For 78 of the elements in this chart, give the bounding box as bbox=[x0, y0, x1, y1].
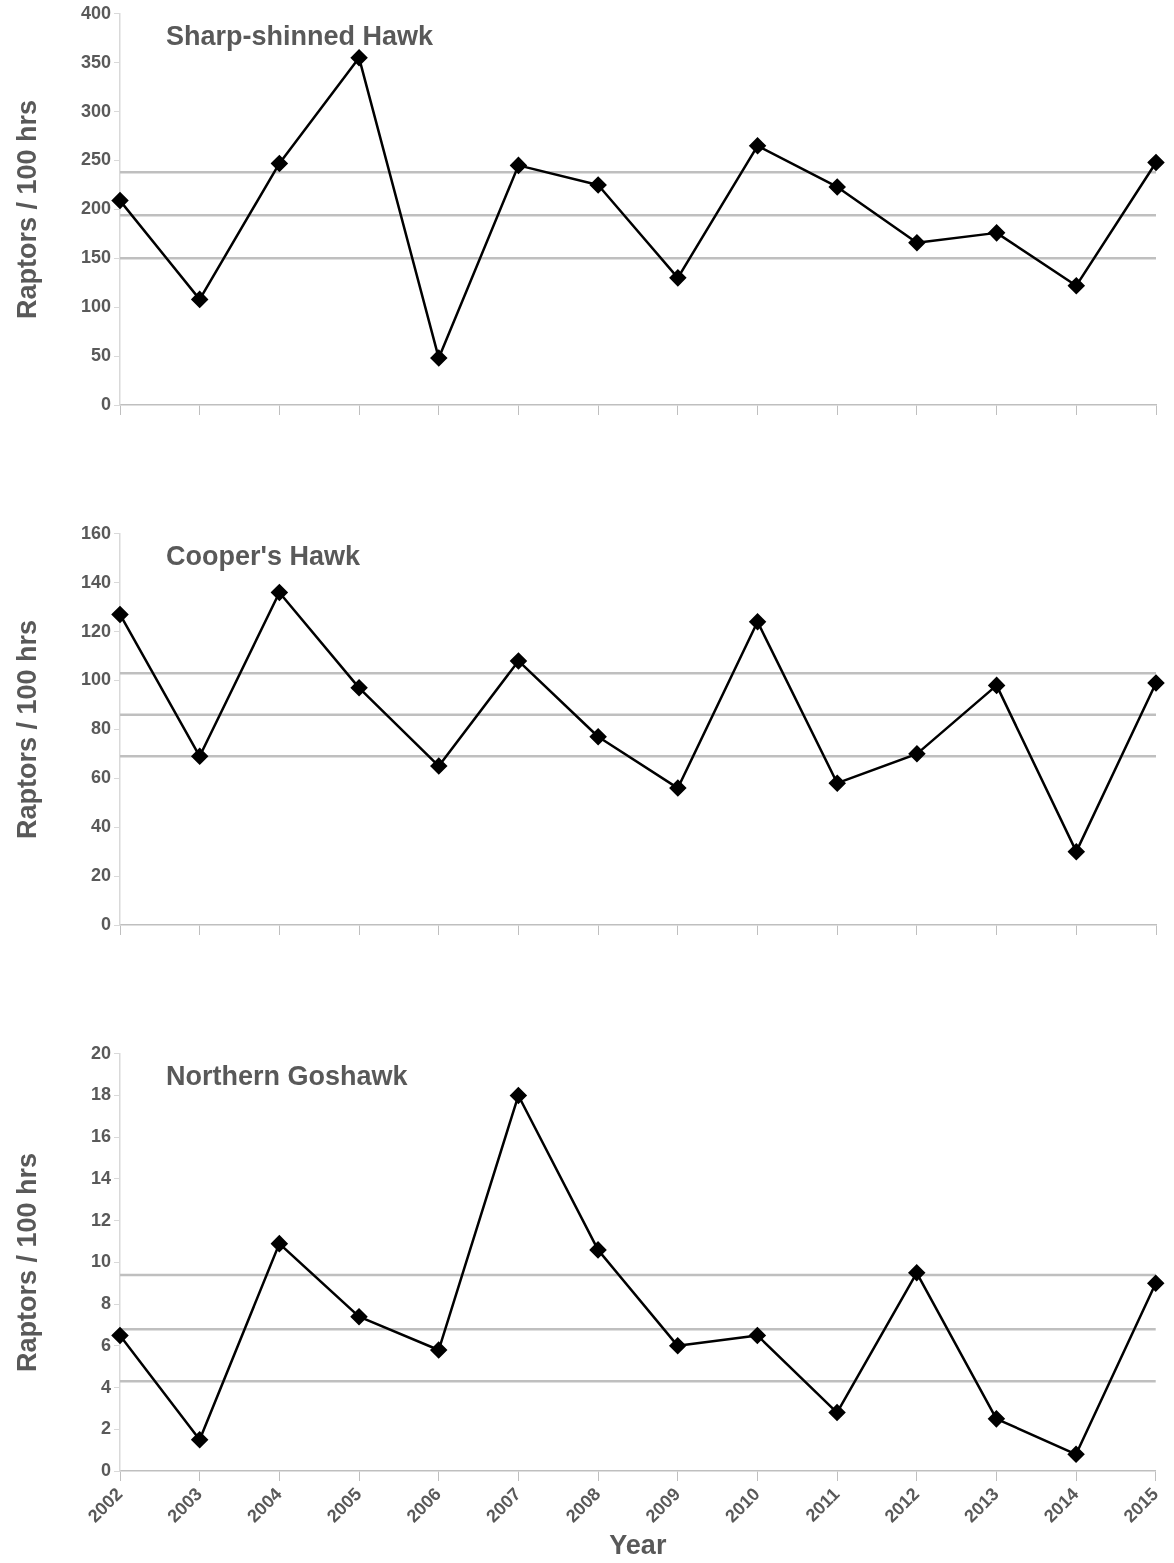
point bbox=[988, 677, 1005, 694]
y-tick-label: 150 bbox=[80, 247, 111, 268]
point bbox=[749, 137, 766, 155]
y-tick-label: 0 bbox=[100, 393, 111, 414]
point bbox=[510, 1087, 527, 1104]
y-tick-label: 4 bbox=[100, 1376, 111, 1397]
y-axis-title: Raptors / 100 hrs bbox=[11, 99, 42, 319]
point bbox=[510, 652, 527, 670]
point bbox=[1068, 277, 1085, 294]
y-tick-label: 120 bbox=[80, 620, 111, 641]
y-axis-title: Raptors / 100 hrs bbox=[11, 1152, 42, 1372]
point bbox=[191, 1431, 208, 1448]
chart-title: Northern Goshawk bbox=[166, 1060, 409, 1091]
point bbox=[510, 157, 527, 174]
x-axis-title: Year bbox=[609, 1530, 667, 1561]
point bbox=[828, 178, 846, 196]
point bbox=[669, 269, 687, 287]
point bbox=[271, 584, 288, 601]
chart-title: Cooper's Hawk bbox=[166, 540, 361, 571]
point bbox=[350, 1308, 368, 1325]
point bbox=[589, 176, 607, 194]
y-tick-label: 350 bbox=[80, 51, 111, 72]
y-tick-label: 18 bbox=[90, 1084, 111, 1105]
point bbox=[191, 291, 208, 308]
y-tick-label: 0 bbox=[100, 1459, 111, 1480]
y-tick-label: 20 bbox=[90, 865, 111, 886]
point bbox=[589, 728, 607, 745]
point bbox=[111, 1327, 129, 1344]
point bbox=[111, 606, 129, 623]
y-tick-label: 6 bbox=[100, 1334, 111, 1355]
point bbox=[430, 757, 448, 775]
y-tick-label: 400 bbox=[80, 2, 111, 23]
y-tick-label: 250 bbox=[80, 149, 111, 170]
y-tick-label: 100 bbox=[80, 296, 111, 317]
point bbox=[430, 349, 448, 367]
point bbox=[1068, 843, 1085, 860]
y-tick-label: 10 bbox=[90, 1251, 111, 1272]
point bbox=[749, 613, 766, 631]
y-tick-label: 160 bbox=[80, 522, 111, 543]
point bbox=[988, 224, 1005, 242]
point bbox=[1147, 154, 1165, 171]
point bbox=[271, 1235, 288, 1252]
point bbox=[669, 779, 687, 797]
y-tick-label: 16 bbox=[90, 1126, 111, 1147]
y-tick-label: 300 bbox=[80, 100, 111, 121]
y-tick-label: 14 bbox=[90, 1167, 111, 1188]
y-tick-label: 12 bbox=[90, 1209, 111, 1230]
y-tick-label: 40 bbox=[90, 816, 111, 837]
point bbox=[191, 748, 208, 765]
point bbox=[908, 745, 926, 763]
y-tick-label: 8 bbox=[100, 1293, 111, 1314]
y-tick-label: 20 bbox=[90, 1042, 111, 1063]
y-axis-title: Raptors / 100 hrs bbox=[11, 619, 42, 839]
y-tick-label: 200 bbox=[80, 198, 111, 219]
chart-title: Sharp-shinned Hawk bbox=[166, 20, 435, 51]
point bbox=[1067, 1446, 1085, 1463]
point bbox=[271, 155, 288, 172]
point bbox=[1147, 1275, 1164, 1292]
y-tick-label: 60 bbox=[90, 767, 111, 788]
y-tick-label: 2 bbox=[100, 1418, 111, 1439]
point bbox=[430, 1341, 447, 1359]
y-tick-label: 140 bbox=[80, 571, 111, 592]
point bbox=[828, 1404, 846, 1421]
y-tick-label: 100 bbox=[80, 669, 111, 690]
point bbox=[988, 1410, 1005, 1428]
point bbox=[908, 234, 926, 251]
point bbox=[350, 679, 368, 697]
point bbox=[589, 1241, 607, 1259]
point bbox=[828, 774, 846, 792]
point bbox=[908, 1264, 925, 1282]
point bbox=[1147, 674, 1165, 692]
point bbox=[749, 1327, 766, 1344]
point bbox=[350, 49, 368, 67]
point bbox=[669, 1337, 686, 1355]
y-tick-label: 0 bbox=[100, 913, 111, 934]
y-tick-label: 50 bbox=[90, 345, 111, 366]
y-tick-label: 80 bbox=[90, 718, 111, 739]
point bbox=[111, 192, 129, 209]
